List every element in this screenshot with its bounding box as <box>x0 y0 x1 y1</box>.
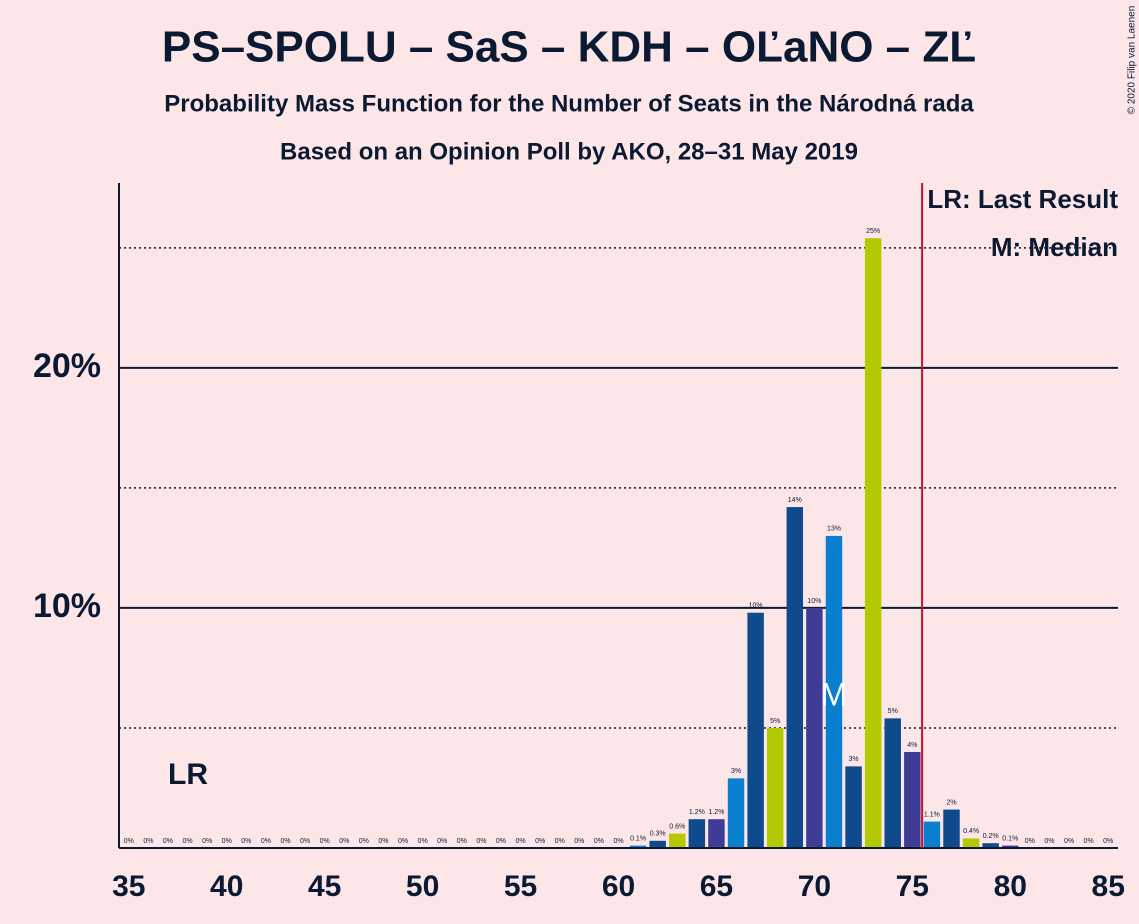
chart-subtitle: Based on an Opinion Poll by AKO, 28–31 M… <box>280 138 858 165</box>
data-label: 1.2% <box>689 809 705 816</box>
data-label: 0% <box>320 838 330 845</box>
data-label: 25% <box>866 228 880 235</box>
bar <box>669 833 686 848</box>
data-label: 13% <box>827 526 841 533</box>
bar <box>1002 845 1019 848</box>
data-label: 0% <box>1084 838 1094 845</box>
data-label: 0.2% <box>983 833 999 840</box>
copyright: © 2020 Filip van Laenen <box>1127 6 1138 115</box>
bar <box>727 778 745 848</box>
data-label: 0% <box>1044 838 1054 845</box>
chart-title: PS–SPOLU – SaS – KDH – OĽaNO – ZĽ <box>162 23 976 72</box>
bar <box>845 766 862 848</box>
data-label: 0% <box>163 838 173 845</box>
data-label: 10% <box>749 603 763 610</box>
data-label: 1.1% <box>924 811 940 818</box>
data-label: 4% <box>907 742 917 749</box>
bar <box>708 819 725 848</box>
x-tick-label: 75 <box>896 870 929 903</box>
data-label: 0% <box>437 838 447 845</box>
bar <box>943 809 960 848</box>
data-label: 0% <box>202 838 212 845</box>
data-label: 10% <box>807 598 821 605</box>
x-tick-label: 60 <box>602 870 635 903</box>
x-tick-label: 45 <box>308 870 341 903</box>
data-label: 0% <box>1103 838 1113 845</box>
data-label: 0% <box>594 838 604 845</box>
data-label: 5% <box>888 708 898 715</box>
data-label: 3% <box>731 768 741 775</box>
data-label: 0.1% <box>1002 835 1018 842</box>
x-tick-label: 70 <box>798 870 831 903</box>
data-label: 2% <box>946 799 956 806</box>
data-label: 0% <box>457 838 467 845</box>
bar <box>629 845 647 848</box>
data-label: 0% <box>555 838 565 845</box>
bar <box>864 238 882 848</box>
median-marker: M <box>821 676 848 712</box>
lr-label: LR <box>168 758 208 791</box>
data-label: 0% <box>496 838 506 845</box>
data-label: 0% <box>143 838 153 845</box>
data-label: 0% <box>515 838 525 845</box>
bar <box>806 607 823 848</box>
data-label: 0% <box>378 838 388 845</box>
data-label: 14% <box>788 497 802 504</box>
y-tick-label: 20% <box>33 347 101 385</box>
data-label: 0% <box>359 838 369 845</box>
data-label: 0% <box>1025 838 1035 845</box>
data-label: 0% <box>339 838 349 845</box>
bar <box>825 535 843 848</box>
x-tick-label: 55 <box>504 870 537 903</box>
x-tick-label: 65 <box>700 870 733 903</box>
data-label: 0% <box>613 838 623 845</box>
y-tick-label: 10% <box>33 587 101 625</box>
data-label: 0% <box>182 838 192 845</box>
bar <box>786 507 804 848</box>
data-label: 1.2% <box>708 809 724 816</box>
data-label: 0% <box>535 838 545 845</box>
bar <box>923 821 941 848</box>
bar <box>766 727 784 848</box>
data-label: 0% <box>280 838 290 845</box>
bar <box>688 819 706 848</box>
data-label: 3% <box>848 756 858 763</box>
bar <box>962 838 980 848</box>
data-label: 0% <box>261 838 271 845</box>
data-label: 0% <box>300 838 310 845</box>
data-label: 0% <box>418 838 428 845</box>
x-tick-label: 40 <box>210 870 243 903</box>
legend-entry: LR: Last Result <box>927 184 1118 214</box>
legend-entry: M: Median <box>991 232 1118 262</box>
data-label: 0% <box>476 838 486 845</box>
data-label: 0.1% <box>630 835 646 842</box>
data-label: 0% <box>241 838 251 845</box>
bar <box>649 840 666 848</box>
data-label: 0% <box>1064 838 1074 845</box>
bar <box>982 843 999 848</box>
bar <box>884 718 901 848</box>
data-label: 0.6% <box>669 823 685 830</box>
data-label: 0.3% <box>650 831 666 838</box>
chart-subtitle: Probability Mass Function for the Number… <box>164 90 974 117</box>
data-label: 0% <box>574 838 584 845</box>
data-label: 0% <box>124 838 134 845</box>
x-tick-label: 85 <box>1092 870 1125 903</box>
x-tick-label: 50 <box>406 870 439 903</box>
x-tick-label: 80 <box>994 870 1027 903</box>
data-label: 5% <box>770 718 780 725</box>
data-label: 0% <box>222 838 232 845</box>
x-tick-label: 35 <box>112 870 145 903</box>
bar <box>904 751 921 848</box>
data-label: 0% <box>398 838 408 845</box>
data-label: 0.4% <box>963 828 979 835</box>
bar <box>747 612 764 848</box>
